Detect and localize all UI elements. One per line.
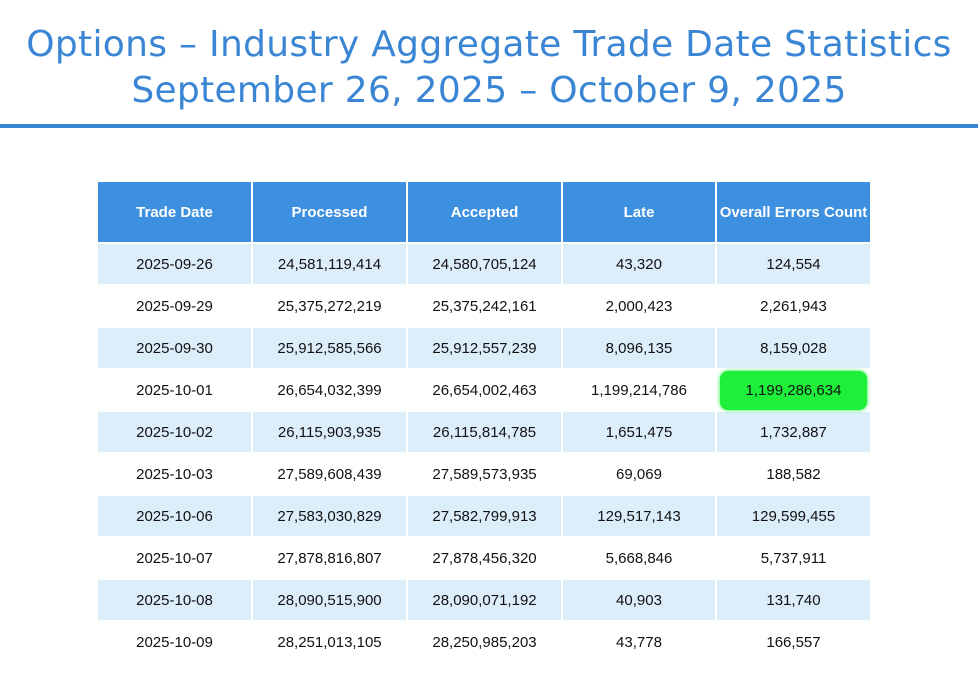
accepted-cell: 28,250,985,203 [408,620,561,662]
processed-cell: 27,589,608,439 [253,452,406,494]
trade-date-cell: 2025-09-29 [98,284,251,326]
processed-cell: 27,583,030,829 [253,494,406,536]
trade-date-cell: 2025-10-03 [98,452,251,494]
processed-cell: 28,090,515,900 [253,578,406,620]
accepted-cell: 25,912,557,239 [408,326,561,368]
late-cell: 1,199,214,786 [563,368,715,410]
overall-errors-count-cell: 2,261,943 [717,284,870,326]
page-title-line1: Options – Industry Aggregate Trade Date … [26,24,952,65]
processed-cell: 28,251,013,105 [253,620,406,662]
accepted-cell: 27,582,799,913 [408,494,561,536]
trade-date-cell: 2025-10-08 [98,578,251,620]
header-trade-date: Trade Date [98,182,251,242]
processed-cell: 25,375,272,219 [253,284,406,326]
table-row: 2025-10-01 26,654,032,399 26,654,002,463 1,… [98,368,870,410]
title-divider [0,124,978,128]
overall-errors-count-cell: 124,554 [717,242,870,284]
late-cell: 8,096,135 [563,326,715,368]
overall-errors-count-cell: 1,732,887 [717,410,870,452]
table-row: 2025-10-08 28,090,515,900 28,090,071,192 40… [98,578,870,620]
late-cell: 5,668,846 [563,536,715,578]
overall-errors-count-cell: 1,199,286,634 [717,368,870,410]
table-header: Trade Date Processed Accepted Late Overa… [98,182,870,242]
processed-cell: 27,878,816,807 [253,536,406,578]
table-row: 2025-10-07 27,878,816,807 27,878,456,320 5,… [98,536,870,578]
trade-date-cell: 2025-09-30 [98,326,251,368]
processed-cell: 25,912,585,566 [253,326,406,368]
highlighted-value: 1,199,286,634 [719,370,868,410]
table-row: 2025-10-06 27,583,030,829 27,582,799,913 12… [98,494,870,536]
overall-errors-count-cell: 129,599,455 [717,494,870,536]
page-title: Options – Industry Aggregate Trade Date … [0,22,978,114]
table-header-row: Trade Date Processed Accepted Late Overa… [98,182,870,242]
table-body: 2025-09-26 24,581,119,414 24,580,705,124 43… [98,242,870,662]
overall-errors-count-cell: 188,582 [717,452,870,494]
late-cell: 69,069 [563,452,715,494]
header-overall-errors-count: Overall Errors Count [717,182,870,242]
trade-date-cell: 2025-10-01 [98,368,251,410]
header-processed: Processed [253,182,406,242]
late-cell: 40,903 [563,578,715,620]
overall-errors-count-cell: 8,159,028 [717,326,870,368]
header-accepted: Accepted [408,182,561,242]
processed-cell: 26,115,903,935 [253,410,406,452]
accepted-cell: 28,090,071,192 [408,578,561,620]
table-row: 2025-10-03 27,589,608,439 27,589,573,935 69… [98,452,870,494]
late-cell: 43,778 [563,620,715,662]
trade-date-cell: 2025-10-02 [98,410,251,452]
table-row: 2025-10-09 28,251,013,105 28,250,985,203 43… [98,620,870,662]
late-cell: 1,651,475 [563,410,715,452]
accepted-cell: 24,580,705,124 [408,242,561,284]
trade-date-cell: 2025-10-07 [98,536,251,578]
accepted-cell: 25,375,242,161 [408,284,561,326]
overall-errors-count-cell: 131,740 [717,578,870,620]
overall-errors-count-cell: 166,557 [717,620,870,662]
accepted-cell: 26,115,814,785 [408,410,561,452]
table-row: 2025-09-26 24,581,119,414 24,580,705,124 43… [98,242,870,284]
late-cell: 43,320 [563,242,715,284]
trade-date-cell: 2025-10-09 [98,620,251,662]
accepted-cell: 27,878,456,320 [408,536,561,578]
late-cell: 2,000,423 [563,284,715,326]
trade-date-statistics-table: Trade Date Processed Accepted Late Overa… [96,182,872,662]
processed-cell: 24,581,119,414 [253,242,406,284]
overall-errors-count-cell: 5,737,911 [717,536,870,578]
table-row: 2025-10-02 26,115,903,935 26,115,814,785 1,… [98,410,870,452]
table-row: 2025-09-29 25,375,272,219 25,375,242,161 2,… [98,284,870,326]
trade-date-cell: 2025-10-06 [98,494,251,536]
header-late: Late [563,182,715,242]
accepted-cell: 27,589,573,935 [408,452,561,494]
page-title-line2: September 26, 2025 – October 9, 2025 [131,70,847,111]
late-cell: 129,517,143 [563,494,715,536]
accepted-cell: 26,654,002,463 [408,368,561,410]
trade-date-cell: 2025-09-26 [98,242,251,284]
processed-cell: 26,654,032,399 [253,368,406,410]
table-row: 2025-09-30 25,912,585,566 25,912,557,239 8,… [98,326,870,368]
